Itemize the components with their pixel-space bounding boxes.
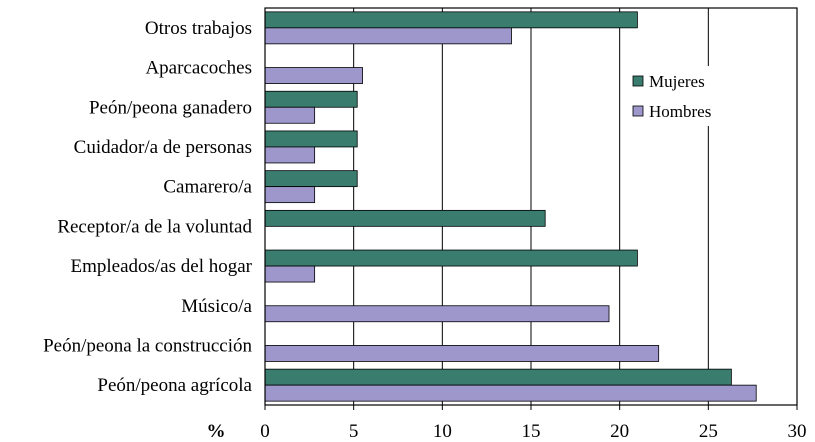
legend: Mujeres Hombres	[627, 66, 727, 126]
category-label: Empleados/as del hogar	[70, 256, 252, 277]
bar-mujeres-0	[264, 11, 638, 29]
bar-hombres-8	[264, 345, 660, 362]
bar-hombres-7	[264, 305, 610, 323]
legend-label-mujeres: Mujeres	[649, 72, 705, 91]
bar-hombres-3	[264, 146, 316, 164]
x-tick-label-20: 20	[610, 421, 629, 442]
bar-hombres-0	[264, 27, 512, 45]
category-label: Peón/peona agrícola	[97, 375, 252, 396]
category-label: Camarero/a	[163, 177, 252, 198]
bar-mujeres-3	[264, 130, 358, 148]
category-labels: Otros trabajos Aparcacoches Peón/peona gan…	[43, 18, 253, 396]
legend-swatch-mujeres	[632, 75, 644, 87]
bar-hombres-1	[264, 67, 363, 84]
category-label: Otros trabajos	[145, 18, 252, 39]
x-tick-label-25: 25	[699, 421, 718, 442]
category-label: Aparcacoches	[145, 58, 252, 79]
x-unit-label: %	[207, 421, 226, 442]
bar-hombres-2	[264, 106, 316, 124]
x-axis-ticks: 0 5 10 15 20 25 30	[260, 405, 807, 442]
bar-mujeres-5	[264, 209, 546, 227]
x-tick-label-5: 5	[349, 421, 359, 442]
bar-hombres-9	[264, 384, 757, 402]
x-tick-label-30: 30	[788, 421, 807, 442]
bar-hombres-4	[264, 186, 316, 204]
legend-label-hombres: Hombres	[649, 102, 711, 121]
category-label: Peón/peona ganadero	[89, 97, 252, 118]
x-tick-label-0: 0	[260, 421, 270, 442]
bar-mujeres-9	[264, 368, 732, 386]
bars	[264, 11, 757, 402]
bar-mujeres-4	[264, 170, 358, 188]
category-label: Receptor/a de la voluntad	[57, 216, 252, 237]
x-tick-label-10: 10	[433, 421, 452, 442]
bar-mujeres-6	[264, 249, 638, 267]
x-tick-label-15: 15	[522, 421, 541, 442]
category-label: Cuidador/a de personas	[74, 137, 252, 158]
legend-box	[627, 66, 727, 126]
category-label: Músico/a	[181, 296, 252, 317]
bar-hombres-6	[264, 265, 316, 283]
bar-mujeres-2	[264, 90, 358, 108]
legend-swatch-hombres	[632, 105, 644, 117]
category-label: Peón/peona la construcción	[43, 335, 252, 356]
